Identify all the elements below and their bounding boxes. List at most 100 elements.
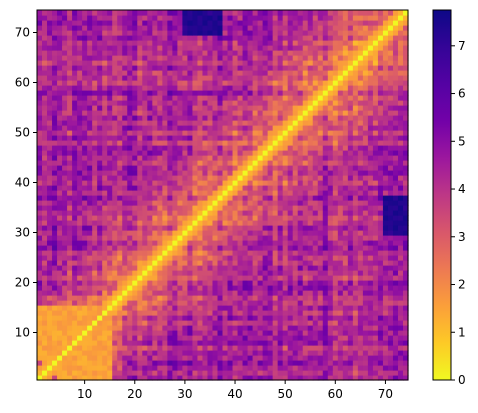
heatmap-cell (142, 195, 148, 201)
heatmap-cell (187, 245, 194, 251)
heatmap-cell (147, 255, 153, 261)
heatmap-cell (127, 175, 133, 181)
heatmap-cell (257, 275, 264, 281)
heatmap-cell (202, 265, 209, 271)
heatmap-cell (312, 255, 319, 261)
heatmap-cell (152, 355, 158, 361)
heatmap-cell (72, 50, 78, 56)
heatmap-cell (77, 370, 83, 376)
heatmap-cell (37, 220, 43, 226)
heatmap-cell (232, 210, 239, 216)
heatmap-cell (182, 315, 188, 321)
heatmap-cell (207, 190, 214, 196)
heatmap-cell (247, 290, 254, 296)
heatmap-cell (367, 105, 374, 111)
heatmap-cell (92, 325, 98, 331)
heatmap-cell (52, 215, 58, 221)
heatmap-cell (382, 105, 389, 111)
heatmap-cell (132, 195, 138, 201)
heatmap-cell (207, 345, 214, 351)
heatmap-cell (152, 300, 158, 306)
heatmap-cell (127, 85, 133, 91)
heatmap-cell (317, 340, 324, 346)
heatmap-cell (67, 95, 73, 101)
heatmap-cell (397, 250, 404, 256)
heatmap-cell (217, 370, 224, 376)
heatmap-cell (267, 115, 274, 121)
heatmap-cell (52, 260, 58, 266)
heatmap-cell (242, 330, 249, 336)
heatmap-cell (237, 180, 244, 186)
heatmap-cell (152, 40, 158, 46)
heatmap-cell (72, 230, 78, 236)
heatmap-cell (112, 160, 118, 166)
heatmap-cell (77, 220, 83, 226)
heatmap-cell (222, 260, 229, 266)
heatmap-cell (297, 75, 304, 81)
heatmap-cell (87, 165, 93, 171)
heatmap-cell (317, 180, 324, 186)
heatmap-cell (282, 300, 289, 306)
heatmap-cell (302, 70, 309, 76)
heatmap-cell (247, 225, 254, 231)
heatmap-cell (262, 245, 269, 251)
heatmap-cell (72, 105, 78, 111)
heatmap-cell (332, 115, 339, 121)
heatmap-cell (382, 195, 389, 201)
heatmap-cell (227, 235, 234, 241)
heatmap-cell (352, 280, 359, 286)
heatmap-cell (262, 345, 269, 351)
heatmap-cell (162, 80, 168, 86)
heatmap-cell (267, 290, 274, 296)
heatmap-cell (157, 315, 163, 321)
heatmap-cell (107, 65, 113, 71)
heatmap-cell (127, 200, 133, 206)
heatmap-cell (192, 290, 199, 296)
heatmap-cell (172, 90, 178, 96)
heatmap-cell (122, 335, 128, 341)
heatmap-cell (152, 195, 158, 201)
heatmap-cell (227, 110, 234, 116)
heatmap-cell (127, 65, 133, 71)
heatmap-cell (397, 235, 404, 241)
heatmap-cell (247, 215, 254, 221)
heatmap-cell (37, 85, 43, 91)
heatmap-cell (137, 245, 143, 251)
heatmap-cell (227, 320, 234, 326)
heatmap-cell (347, 120, 354, 126)
heatmap-cell (117, 225, 123, 231)
heatmap-cell (147, 50, 153, 56)
heatmap-cell (272, 65, 279, 71)
heatmap-cell (42, 275, 48, 281)
heatmap-cell (107, 125, 113, 131)
heatmap-cell (212, 225, 219, 231)
heatmap-cell (337, 75, 344, 81)
heatmap-cell (192, 320, 199, 326)
heatmap-cell (42, 350, 48, 356)
heatmap-cell (162, 230, 168, 236)
heatmap-cell (92, 355, 98, 361)
heatmap-cell (292, 245, 299, 251)
heatmap-cell (72, 55, 78, 61)
heatmap-cell (387, 205, 394, 211)
heatmap-cell (367, 100, 374, 106)
heatmap-cell (107, 300, 113, 306)
heatmap-cell (227, 360, 234, 366)
heatmap-cell (392, 75, 399, 81)
heatmap-cell (222, 45, 229, 51)
heatmap-cell (332, 160, 339, 166)
heatmap-cell (362, 200, 369, 206)
heatmap-cell (307, 340, 314, 346)
heatmap-cell (352, 200, 359, 206)
heatmap-cell (212, 150, 219, 156)
heatmap-cell (122, 135, 128, 141)
heatmap-cell (62, 175, 68, 181)
heatmap-cell (167, 355, 173, 361)
heatmap-cell (242, 360, 249, 366)
heatmap-cell (182, 255, 188, 261)
heatmap-cell (157, 190, 163, 196)
heatmap-cell (207, 60, 214, 66)
heatmap-cell (87, 350, 93, 356)
heatmap-cell (82, 60, 88, 66)
heatmap-cell (242, 140, 249, 146)
